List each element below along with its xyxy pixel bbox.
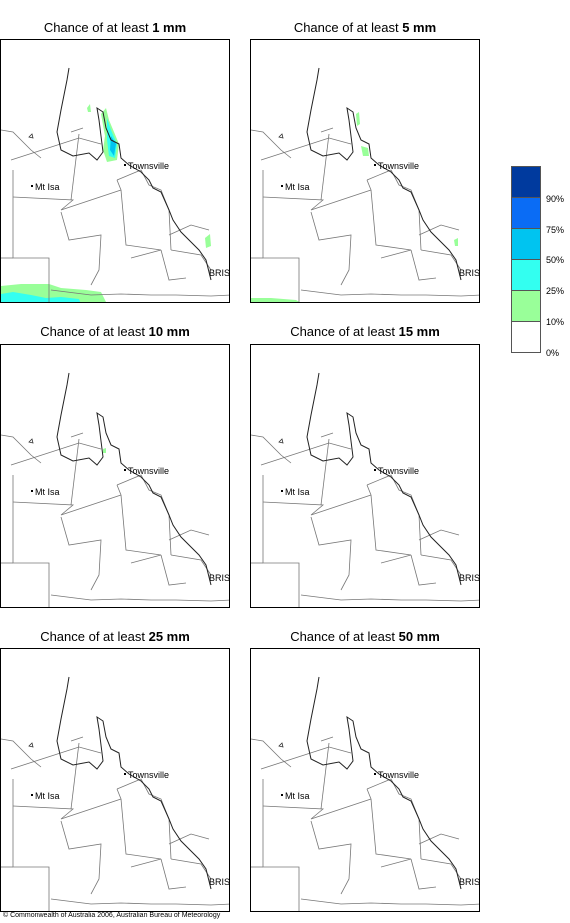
rain-shading bbox=[251, 112, 458, 302]
map-panel-25mm: Townsville Mt Isa BRIS bbox=[0, 648, 230, 912]
panel-title-1mm: Chance of at least 1 mm bbox=[43, 20, 187, 35]
mt-isa-marker bbox=[281, 185, 283, 187]
mt-isa-marker bbox=[31, 490, 33, 492]
region-boundaries bbox=[1, 127, 229, 302]
townsville-marker bbox=[374, 773, 376, 775]
bris-label: BRIS bbox=[209, 573, 230, 583]
region-boundaries bbox=[251, 127, 479, 302]
map-svg bbox=[1, 67, 229, 302]
region-boundaries bbox=[251, 432, 479, 607]
mt-isa-label: Mt Isa bbox=[285, 182, 310, 192]
legend-swatch-0-10 bbox=[511, 322, 541, 353]
townsville-marker bbox=[374, 469, 376, 471]
bris-label: BRIS bbox=[459, 877, 480, 887]
gulf-island bbox=[28, 742, 34, 748]
coastline bbox=[56, 676, 212, 890]
panel-title-25mm: Chance of at least 25 mm bbox=[40, 629, 190, 644]
map-panel-10mm: Townsville Mt Isa BRIS bbox=[0, 344, 230, 608]
legend-label-50: 50% bbox=[546, 255, 565, 265]
bris-label: BRIS bbox=[459, 573, 480, 583]
townsville-label: Townsville bbox=[128, 770, 170, 780]
bris-label: BRIS bbox=[209, 268, 230, 278]
townsville-marker bbox=[124, 773, 126, 775]
legend-swatch-10-25 bbox=[511, 291, 541, 322]
coastline bbox=[306, 676, 462, 890]
map-panel-1mm: Townsville Mt Isa BRIS bbox=[0, 39, 230, 303]
mt-isa-marker bbox=[281, 490, 283, 492]
gulf-island bbox=[28, 438, 34, 444]
mt-isa-marker bbox=[31, 794, 33, 796]
townsville-label: Townsville bbox=[128, 161, 170, 171]
townsville-label: Townsville bbox=[128, 466, 170, 476]
bris-label: BRIS bbox=[459, 268, 480, 278]
townsville-label: Townsville bbox=[378, 161, 420, 171]
coastline bbox=[306, 67, 462, 281]
townsville-marker bbox=[374, 164, 376, 166]
mt-isa-label: Mt Isa bbox=[35, 487, 60, 497]
mt-isa-label: Mt Isa bbox=[285, 487, 310, 497]
region-boundaries bbox=[1, 432, 229, 607]
legend-label-25: 25% bbox=[546, 286, 565, 296]
gulf-island bbox=[278, 133, 284, 139]
townsville-label: Townsville bbox=[378, 466, 420, 476]
mt-isa-label: Mt Isa bbox=[35, 182, 60, 192]
map-svg bbox=[251, 372, 479, 607]
mt-isa-marker bbox=[281, 794, 283, 796]
panel-title-15mm: Chance of at least 15 mm bbox=[290, 324, 440, 339]
map-svg bbox=[251, 676, 479, 911]
legend-swatch-90-100 bbox=[511, 166, 541, 198]
legend-label-0: 0% bbox=[546, 348, 560, 358]
legend-swatch-50-75 bbox=[511, 229, 541, 260]
townsville-marker bbox=[124, 469, 126, 471]
panel-title-5mm: Chance of at least 5 mm bbox=[293, 20, 437, 35]
region-boundaries bbox=[1, 736, 229, 911]
legend-swatch-25-50 bbox=[511, 260, 541, 291]
panel-title-50mm: Chance of at least 50 mm bbox=[290, 629, 440, 644]
map-svg bbox=[251, 67, 479, 302]
panel-title-10mm: Chance of at least 10 mm bbox=[40, 324, 190, 339]
coastline bbox=[56, 67, 212, 281]
mt-isa-label: Mt Isa bbox=[285, 791, 310, 801]
legend-swatch-75-90 bbox=[511, 198, 541, 229]
map-panel-50mm: Townsville Mt Isa BRIS bbox=[250, 648, 480, 912]
coastline bbox=[56, 372, 212, 586]
gulf-island bbox=[278, 742, 284, 748]
map-panel-15mm: Townsville Mt Isa BRIS bbox=[250, 344, 480, 608]
coastline bbox=[306, 372, 462, 586]
townsville-label: Townsville bbox=[378, 770, 420, 780]
rain-shading bbox=[103, 448, 106, 453]
gulf-island bbox=[28, 133, 34, 139]
map-svg bbox=[1, 372, 229, 607]
mt-isa-label: Mt Isa bbox=[35, 791, 60, 801]
townsville-marker bbox=[124, 164, 126, 166]
map-svg bbox=[1, 676, 229, 911]
bris-label: BRIS bbox=[209, 877, 230, 887]
legend-label-10: 10% bbox=[546, 317, 565, 327]
probability-legend bbox=[511, 166, 541, 353]
copyright-footer: © Commonwealth of Australia 2006, Austra… bbox=[3, 912, 221, 919]
map-panel-5mm: Townsville Mt Isa BRIS bbox=[250, 39, 480, 303]
legend-label-75: 75% bbox=[546, 225, 565, 235]
legend-label-90: 90% bbox=[546, 194, 565, 204]
rain-shading bbox=[1, 104, 211, 302]
gulf-island bbox=[278, 438, 284, 444]
mt-isa-marker bbox=[31, 185, 33, 187]
region-boundaries bbox=[251, 736, 479, 911]
